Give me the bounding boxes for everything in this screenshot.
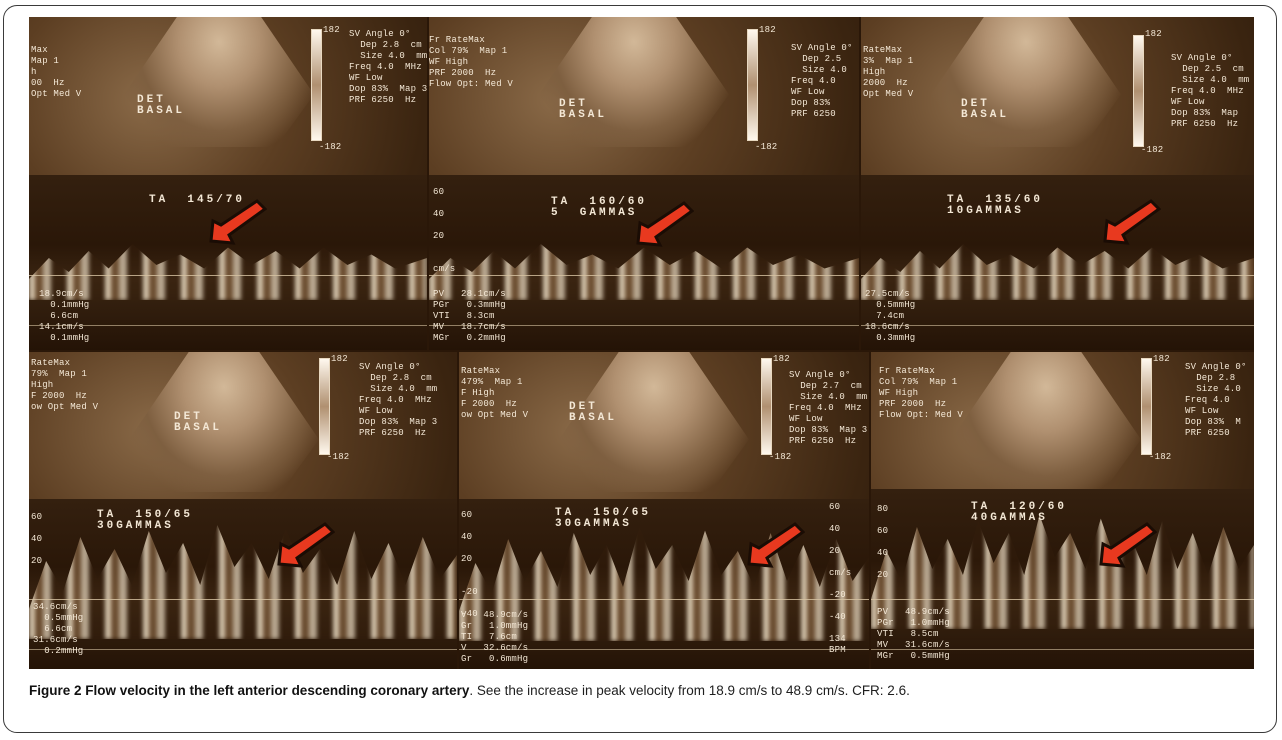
doppler-panel-5: DET BASAL 182 -182 RateMax 479% Map 1 F … xyxy=(459,352,869,669)
doppler-spectrum xyxy=(861,175,1254,350)
ecg-trace xyxy=(871,649,1254,650)
velocity-axis-left: 60 40 20 -20 -40 xyxy=(461,510,478,619)
doppler-panel-2: DET BASAL 182 -182 Fr RateMax Col 79% Ma… xyxy=(429,17,859,350)
scale-bottom-label: -182 xyxy=(319,142,342,152)
ecg-trace xyxy=(29,325,427,326)
scale-top-label: 182 xyxy=(1153,354,1170,364)
velocity-axis: 60 40 20 cm/s xyxy=(433,187,456,274)
scale-bottom-label: -182 xyxy=(327,452,350,462)
doppler-spectrum xyxy=(459,499,869,669)
color-scale-bar xyxy=(319,358,330,455)
zero-baseline xyxy=(459,599,869,600)
scale-top-label: 182 xyxy=(759,25,776,35)
scale-bottom-label: -182 xyxy=(1149,452,1172,462)
ta-label: TA 150/65 30GAMMAS xyxy=(97,509,194,532)
measurements: V 48.9cm/s Gr 1.0mmHg TI 7.6cm V 32.6cm/… xyxy=(461,610,529,664)
ta-label: TA 135/60 10GAMMAS xyxy=(947,194,1044,217)
color-scale-bar xyxy=(1141,358,1152,455)
velocity-axis: 80 60 40 20 xyxy=(877,504,889,580)
sector-label: DET BASAL xyxy=(559,98,608,121)
settings-left: RateMax 479% Map 1 F High F 2000 Hz ow O… xyxy=(461,366,529,420)
color-scale-bar xyxy=(761,358,772,455)
arrow-icon xyxy=(1103,199,1161,245)
settings-left: RateMax 79% Map 1 High F 2000 Hz ow Opt … xyxy=(31,358,99,412)
scale-bottom-label: -182 xyxy=(755,142,778,152)
sector-label: DET BASAL xyxy=(137,94,186,117)
settings-right: SV Angle 0° Dep 2.5 Size 4.0 Freq 4.0 WF… xyxy=(791,43,853,119)
arrow-icon xyxy=(636,201,694,247)
settings-right: SV Angle 0° Dep 2.7 cm Size 4.0 mm Freq … xyxy=(789,370,868,446)
doppler-panel-3: DET BASAL 182 -182 RateMax 3% Map 1 High… xyxy=(861,17,1254,350)
settings-left: Max Map 1 h 00 Hz Opt Med V xyxy=(31,45,82,99)
settings-right: SV Angle 0° Dep 2.8 cm Size 4.0 mm Freq … xyxy=(349,29,427,105)
arrow-icon xyxy=(1099,522,1157,568)
doppler-spectrum xyxy=(871,489,1254,669)
ecg-trace xyxy=(459,649,869,650)
settings-right: SV Angle 0° Dep 2.8 cm Size 4.0 mm Freq … xyxy=(359,362,438,438)
ecg-trace xyxy=(861,325,1254,326)
arrow-icon xyxy=(209,199,267,245)
doppler-panel-1: DET BASAL 182 -182 Max Map 1 h 00 Hz Opt… xyxy=(29,17,427,350)
echo-sector-image xyxy=(129,352,319,492)
color-scale-bar xyxy=(311,29,322,141)
doppler-spectrum xyxy=(29,499,457,669)
velocity-waveform xyxy=(29,525,457,639)
zero-baseline xyxy=(861,275,1254,276)
echo-sector-image xyxy=(124,17,314,147)
measurements: PV 48.9cm/s PGr 1.0mmHg VTI 8.5cm MV 31.… xyxy=(877,607,950,661)
sector-label: DET BASAL xyxy=(174,411,223,434)
zero-baseline xyxy=(871,599,1254,600)
settings-left: Fr RateMax Col 79% Map 1 WF High PRF 200… xyxy=(879,366,964,420)
caption-label: Figure 2 xyxy=(29,683,82,698)
doppler-spectrum xyxy=(29,175,427,350)
scale-bottom-label: -182 xyxy=(769,452,792,462)
ta-label: TA 120/60 40GAMMAS xyxy=(971,501,1068,524)
ta-label: TA 145/70 xyxy=(149,194,246,206)
settings-left: RateMax 3% Map 1 High 2000 Hz Opt Med V xyxy=(863,45,914,99)
velocity-waveform xyxy=(861,244,1254,300)
scale-top-label: 182 xyxy=(1145,29,1162,39)
ecg-trace xyxy=(429,325,859,326)
doppler-panel-4: DET BASAL 182 -182 RateMax 79% Map 1 Hig… xyxy=(29,352,457,669)
ta-label: TA 160/60 5 GAMMAS xyxy=(551,196,648,219)
settings-right: SV Angle 0° Dep 2.8 Size 4.0 Freq 4.0 WF… xyxy=(1185,362,1247,438)
ecg-trace xyxy=(29,649,457,650)
echo-sector-image xyxy=(951,352,1141,492)
ta-label: TA 150/65 30GAMMAS xyxy=(555,507,652,530)
doppler-panel-6: 182 -182 Fr RateMax Col 79% Map 1 WF Hig… xyxy=(871,352,1254,669)
caption-title: Flow velocity in the left anterior desce… xyxy=(85,683,470,698)
scale-top-label: 182 xyxy=(773,354,790,364)
caption-text: . See the increase in peak velocity from… xyxy=(469,683,910,698)
zero-baseline xyxy=(29,599,457,600)
scale-top-label: 182 xyxy=(331,354,348,364)
sector-label: DET BASAL xyxy=(961,98,1010,121)
scale-bottom-label: -182 xyxy=(1141,145,1164,155)
echo-sector-image xyxy=(539,17,729,147)
measurements: PV 28.1cm/s PGr 0.3mmHg VTI 8.3cm MV 18.… xyxy=(433,289,506,343)
scale-top-label: 182 xyxy=(323,25,340,35)
figure-caption: Figure 2 Flow velocity in the left anter… xyxy=(29,680,1257,701)
echo-sector-image xyxy=(931,17,1121,147)
doppler-spectrum xyxy=(429,175,859,350)
zero-baseline xyxy=(429,275,859,276)
settings-left: Fr RateMax Col 79% Map 1 WF High PRF 200… xyxy=(429,35,514,89)
settings-right: SV Angle 0° Dep 2.5 cm Size 4.0 mm Freq … xyxy=(1171,53,1250,129)
velocity-axis: 60 40 20 xyxy=(31,512,43,566)
velocity-axis-right: 60 40 20 cm/s -20 -40 134 BPM xyxy=(829,502,852,655)
measurements: 27.5cm/s 0.5mmHg 7.4cm 18.6cm/s 0.3mmHg xyxy=(865,289,916,343)
measurements: 18.9cm/s 0.1mmHg 6.6cm 14.1cm/s 0.1mmHg xyxy=(39,289,90,343)
arrow-icon xyxy=(277,522,335,568)
color-scale-bar xyxy=(1133,35,1144,147)
arrow-icon xyxy=(747,522,805,568)
zero-baseline xyxy=(29,275,427,276)
color-scale-bar xyxy=(747,29,758,141)
ultrasound-figure: DET BASAL 182 -182 Max Map 1 h 00 Hz Opt… xyxy=(29,17,1254,669)
sector-label: DET BASAL xyxy=(569,401,618,424)
measurements: 34.6cm/s 0.5mmHg 6.6cm 31.6cm/s 0.2mmHg xyxy=(33,602,84,656)
